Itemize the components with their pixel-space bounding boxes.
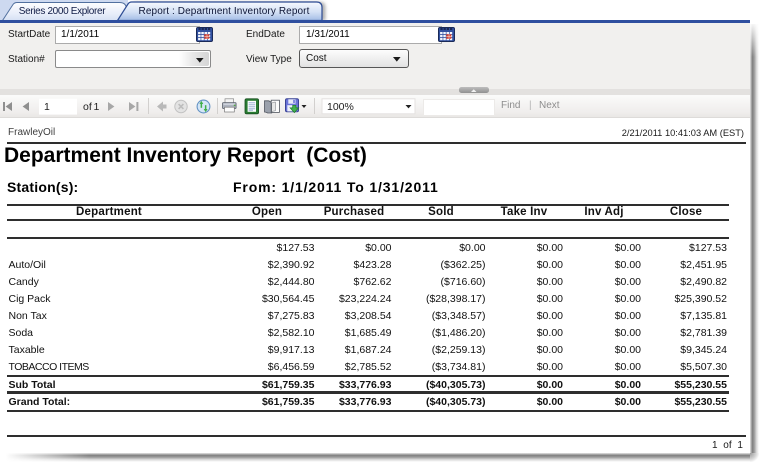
svg-text:Report : Department Inventory: Report : Department Inventory Report [139,6,310,17]
svg-text:of: of [83,101,92,113]
svg-text:100%: 100% [327,101,354,113]
svg-text:1: 1 [94,101,100,113]
svg-text:1: 1 [44,101,50,113]
svg-text:Series 2000 Explorer: Series 2000 Explorer [19,6,106,17]
